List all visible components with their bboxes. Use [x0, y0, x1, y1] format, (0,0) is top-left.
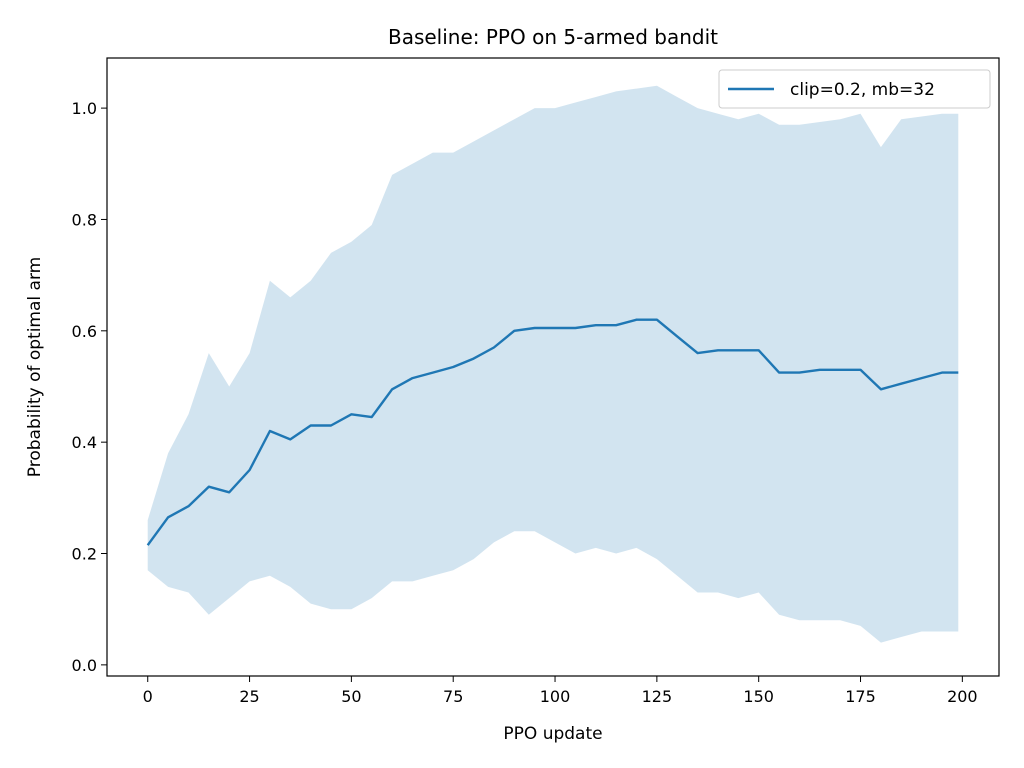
- series-0-band: [147, 85, 959, 643]
- x-tick-label: 200: [947, 687, 978, 706]
- series-0-line: [146, 318, 959, 546]
- x-tick-label: 125: [642, 687, 673, 706]
- legend: clip=0.2, mb=32: [718, 69, 991, 109]
- y-tick-label: 0.8: [72, 210, 97, 229]
- axes-frame: [106, 57, 1000, 677]
- y-tick-label: 0.6: [72, 322, 97, 341]
- x-axis-label: PPO update: [503, 724, 602, 744]
- x-tick-label: 25: [239, 687, 259, 706]
- y-axis-label: Probability of optimal arm: [25, 257, 45, 477]
- x-tick-label: 175: [845, 687, 876, 706]
- plot-area: [146, 85, 959, 643]
- y-tick-label: 0.0: [72, 656, 97, 675]
- x-tick-label: 150: [743, 687, 774, 706]
- x-tick-label: 100: [540, 687, 571, 706]
- x-tick-label: 0: [143, 687, 153, 706]
- x-tick-label: 50: [341, 687, 361, 706]
- x-tick-label: 75: [443, 687, 463, 706]
- legend-frame: [718, 69, 991, 109]
- axes: 0 25 50 75 100 125 150 175 200 0.0 0.2 0.4 0.6 0.8 1.0: [72, 57, 1000, 706]
- chart-title: Baseline: PPO on 5-armed bandit: [388, 25, 718, 49]
- y-tick-label: 0.4: [72, 433, 97, 452]
- y-tick-label: 1.0: [72, 99, 97, 118]
- y-tick-label: 0.2: [72, 545, 97, 564]
- legend-label: clip=0.2, mb=32: [790, 80, 935, 100]
